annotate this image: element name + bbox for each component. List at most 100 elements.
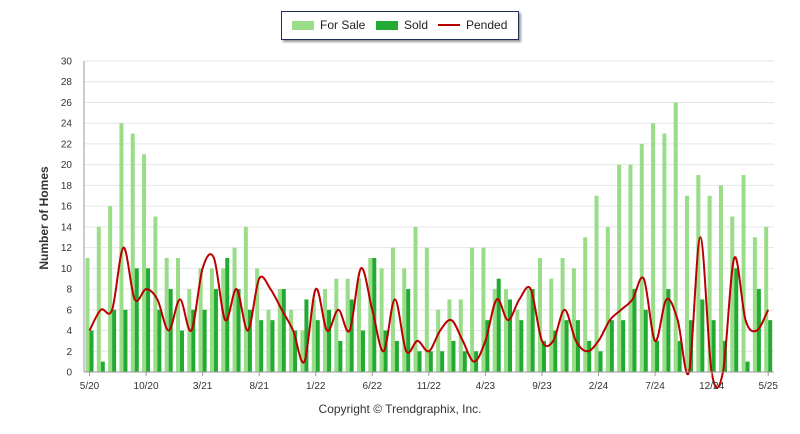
- bar-for-sale[interactable]: [356, 278, 361, 372]
- bar-for-sale[interactable]: [730, 216, 735, 373]
- bar-for-sale[interactable]: [764, 226, 769, 372]
- bar-sold[interactable]: [575, 320, 580, 372]
- bar-for-sale[interactable]: [537, 257, 542, 372]
- bar-for-sale[interactable]: [323, 289, 328, 372]
- bar-sold[interactable]: [519, 320, 524, 372]
- bar-for-sale[interactable]: [662, 133, 667, 372]
- bar-for-sale[interactable]: [175, 257, 180, 372]
- bar-sold[interactable]: [168, 289, 173, 372]
- bar-sold[interactable]: [202, 309, 207, 372]
- bar-sold[interactable]: [327, 309, 332, 372]
- bar-sold[interactable]: [428, 351, 433, 372]
- bar-sold[interactable]: [304, 299, 309, 372]
- bar-sold[interactable]: [485, 320, 490, 372]
- bar-sold[interactable]: [598, 351, 603, 372]
- bar-for-sale[interactable]: [504, 289, 509, 372]
- bar-for-sale[interactable]: [243, 226, 248, 372]
- bar-for-sale[interactable]: [108, 206, 113, 372]
- bar-for-sale[interactable]: [707, 195, 712, 372]
- bar-for-sale[interactable]: [673, 102, 678, 372]
- bar-sold[interactable]: [745, 361, 750, 372]
- bar-sold[interactable]: [496, 278, 501, 372]
- bar-for-sale[interactable]: [583, 237, 588, 372]
- bar-sold[interactable]: [655, 340, 660, 372]
- bar-sold[interactable]: [711, 320, 716, 372]
- bar-sold[interactable]: [225, 257, 230, 372]
- bar-for-sale[interactable]: [413, 226, 418, 372]
- bar-for-sale[interactable]: [289, 309, 294, 372]
- bar-for-sale[interactable]: [85, 257, 90, 372]
- bar-for-sale[interactable]: [334, 278, 339, 372]
- bar-sold[interactable]: [383, 330, 388, 372]
- bar-sold[interactable]: [100, 361, 105, 372]
- bar-for-sale[interactable]: [492, 289, 497, 372]
- bar-for-sale[interactable]: [96, 226, 101, 372]
- bar-sold[interactable]: [112, 309, 117, 372]
- bar-for-sale[interactable]: [685, 195, 690, 372]
- bar-sold[interactable]: [270, 320, 275, 372]
- line-pended[interactable]: [88, 236, 770, 389]
- bar-for-sale[interactable]: [594, 195, 599, 372]
- bar-sold[interactable]: [462, 351, 467, 372]
- bar-sold[interactable]: [89, 330, 94, 372]
- bar-for-sale[interactable]: [300, 330, 305, 372]
- bar-sold[interactable]: [315, 320, 320, 372]
- bar-sold[interactable]: [281, 289, 286, 372]
- bar-for-sale[interactable]: [752, 237, 757, 372]
- bar-for-sale[interactable]: [232, 247, 237, 372]
- bar-for-sale[interactable]: [571, 268, 576, 372]
- bar-for-sale[interactable]: [436, 309, 441, 372]
- bar-sold[interactable]: [587, 340, 592, 372]
- bar-for-sale[interactable]: [515, 309, 520, 372]
- bar-sold[interactable]: [621, 320, 626, 372]
- bar-sold[interactable]: [213, 289, 218, 372]
- bar-sold[interactable]: [338, 340, 343, 372]
- bar-sold[interactable]: [756, 289, 761, 372]
- bar-for-sale[interactable]: [255, 268, 260, 372]
- bar-sold[interactable]: [768, 320, 773, 372]
- bar-sold[interactable]: [564, 320, 569, 372]
- bar-for-sale[interactable]: [198, 268, 203, 372]
- bar-for-sale[interactable]: [368, 257, 373, 372]
- bar-sold[interactable]: [360, 330, 365, 372]
- bar-for-sale[interactable]: [130, 133, 135, 372]
- bar-sold[interactable]: [700, 299, 705, 372]
- bar-for-sale[interactable]: [311, 299, 316, 372]
- bar-sold[interactable]: [440, 351, 445, 372]
- bar-for-sale[interactable]: [277, 289, 282, 372]
- bar-sold[interactable]: [530, 289, 535, 372]
- bar-for-sale[interactable]: [221, 268, 226, 372]
- bar-sold[interactable]: [553, 330, 558, 372]
- bar-sold[interactable]: [677, 340, 682, 372]
- bar-sold[interactable]: [632, 289, 637, 372]
- bar-for-sale[interactable]: [447, 299, 452, 372]
- bar-for-sale[interactable]: [560, 257, 565, 372]
- bar-sold[interactable]: [179, 330, 184, 372]
- bar-sold[interactable]: [666, 289, 671, 372]
- bar-sold[interactable]: [259, 320, 264, 372]
- bar-sold[interactable]: [451, 340, 456, 372]
- bar-for-sale[interactable]: [718, 185, 723, 372]
- bar-for-sale[interactable]: [402, 268, 407, 372]
- bar-sold[interactable]: [508, 299, 513, 372]
- bar-sold[interactable]: [191, 309, 196, 372]
- bar-sold[interactable]: [134, 268, 139, 372]
- bar-sold[interactable]: [157, 309, 162, 372]
- bar-for-sale[interactable]: [390, 247, 395, 372]
- bar-for-sale[interactable]: [266, 309, 271, 372]
- bar-sold[interactable]: [406, 289, 411, 372]
- bar-sold[interactable]: [123, 309, 128, 372]
- bar-for-sale[interactable]: [605, 226, 610, 372]
- bar-for-sale[interactable]: [741, 175, 746, 372]
- bar-sold[interactable]: [394, 340, 399, 372]
- bar-sold[interactable]: [236, 289, 241, 372]
- bar-sold[interactable]: [734, 268, 739, 372]
- bar-for-sale[interactable]: [142, 154, 147, 372]
- bar-for-sale[interactable]: [617, 164, 622, 372]
- bar-for-sale[interactable]: [526, 289, 531, 372]
- bar-for-sale[interactable]: [345, 278, 350, 372]
- bar-sold[interactable]: [293, 330, 298, 372]
- bar-sold[interactable]: [541, 340, 546, 372]
- bar-sold[interactable]: [643, 309, 648, 372]
- bar-for-sale[interactable]: [639, 143, 644, 372]
